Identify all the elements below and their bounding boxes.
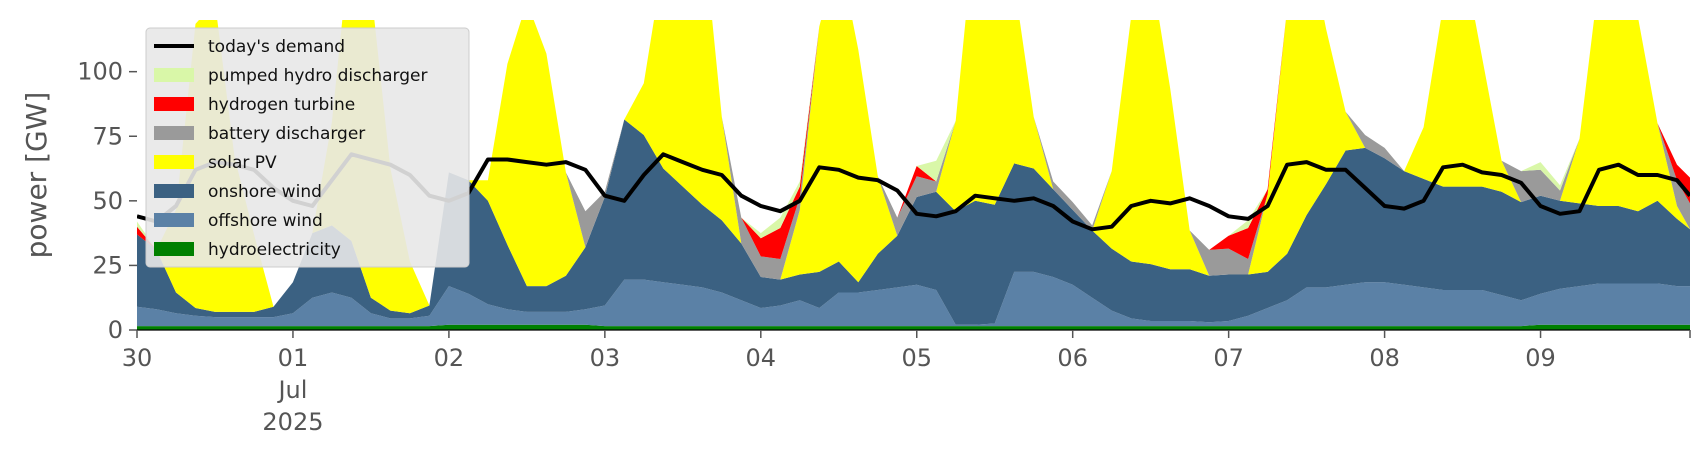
legend-label: battery discharger bbox=[208, 124, 365, 144]
x-tick-label: 05 bbox=[901, 344, 932, 372]
legend-label: hydrogen turbine bbox=[208, 95, 355, 115]
legend-box bbox=[145, 27, 470, 268]
legend-swatch bbox=[154, 242, 194, 256]
legend-item-hydroelectricity: hydroelectricity bbox=[154, 240, 341, 260]
legend-label: solar PV bbox=[208, 153, 277, 173]
x-tick-label: 08 bbox=[1369, 344, 1400, 372]
legend: today's demand pumped hydro discharger hyd… bbox=[145, 27, 470, 268]
y-tick-label: 25 bbox=[92, 251, 123, 279]
legend-swatch bbox=[154, 97, 194, 111]
x-tick-label: 09 bbox=[1525, 344, 1556, 372]
legend-label: today's demand bbox=[208, 37, 345, 57]
legend-item-pumped-hydro-discharger: pumped hydro discharger bbox=[154, 66, 427, 86]
area-hydroelectricity bbox=[137, 324, 1690, 330]
legend-swatch bbox=[154, 213, 194, 227]
y-tick-label: 75 bbox=[92, 122, 123, 150]
legend-item-solar-pv: solar PV bbox=[154, 153, 277, 173]
legend-item-onshore-wind: onshore wind bbox=[154, 182, 322, 202]
legend-item-battery-discharger: battery discharger bbox=[154, 124, 365, 144]
legend-label: hydroelectricity bbox=[208, 240, 341, 260]
legend-item-hydrogen-turbine: hydrogen turbine bbox=[154, 95, 355, 115]
legend-swatch bbox=[154, 184, 194, 198]
y-axis-label: power [GW] bbox=[20, 92, 53, 259]
legend-label: offshore wind bbox=[208, 211, 323, 231]
y-tick-label: 50 bbox=[92, 187, 123, 215]
legend-swatch bbox=[154, 68, 194, 82]
x-tick-label: 30 bbox=[122, 344, 153, 372]
x-tick-label: 03 bbox=[590, 344, 621, 372]
area-onshore-wind bbox=[137, 119, 1690, 325]
legend-item-today-s-demand: today's demand bbox=[154, 37, 345, 57]
y-tick-label: 0 bbox=[108, 316, 123, 344]
x-tick-label: 04 bbox=[746, 344, 777, 372]
legend-swatch bbox=[154, 155, 194, 169]
legend-label: pumped hydro discharger bbox=[208, 66, 427, 86]
x-tick-label: 06 bbox=[1057, 344, 1088, 372]
legend-item-offshore-wind: offshore wind bbox=[154, 211, 323, 231]
x-tick-label: 07 bbox=[1213, 344, 1244, 372]
x-tick-label: 02 bbox=[434, 344, 465, 372]
axes: 0 25 50 75 100 30 01 Jul 2025 02 03 04 05 06 07 08 09 bbox=[77, 58, 1691, 436]
area-offshore-wind bbox=[137, 271, 1690, 327]
area-layers bbox=[137, 20, 1690, 330]
legend-swatch bbox=[154, 126, 194, 140]
legend-label: onshore wind bbox=[208, 182, 322, 202]
y-tick-label: 100 bbox=[77, 58, 123, 86]
x-tick-label: 01 Jul 2025 bbox=[262, 344, 323, 436]
area-solar-pv bbox=[137, 20, 1690, 314]
